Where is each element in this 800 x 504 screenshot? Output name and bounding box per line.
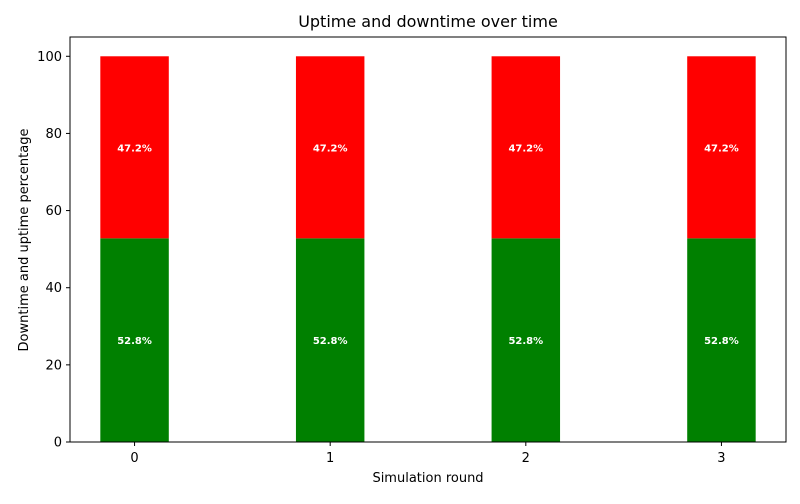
y-tick-label-5: 100 bbox=[37, 50, 62, 65]
y-tick-label-1: 20 bbox=[45, 358, 62, 373]
data-label-series-0-cat-2: 52.8% bbox=[508, 336, 543, 347]
x-tick-label-1: 1 bbox=[326, 451, 334, 466]
bar-series-0-cat-2 bbox=[491, 238, 561, 442]
data-label-series-1-cat-1: 47.2% bbox=[313, 143, 348, 154]
chart-title: Uptime and downtime over time bbox=[298, 12, 558, 31]
y-tick-label-4: 80 bbox=[45, 127, 62, 142]
x-tick-label-0: 0 bbox=[130, 451, 138, 466]
plot-frame bbox=[69, 36, 787, 443]
x-axis-label: Simulation round bbox=[372, 471, 483, 486]
bar-series-0-cat-3 bbox=[687, 238, 756, 442]
y-tick-label-3: 60 bbox=[45, 204, 62, 219]
y-tick-label-2: 40 bbox=[45, 281, 62, 296]
data-label-series-0-cat-0: 52.8% bbox=[117, 336, 152, 347]
data-label-series-0-cat-3: 52.8% bbox=[704, 336, 739, 347]
y-axis-label: Downtime and uptime percentage bbox=[17, 129, 32, 352]
bar-series-0-cat-1 bbox=[295, 238, 365, 442]
bar-series-1-cat-2 bbox=[491, 56, 561, 239]
plot-area: 52.8% 47.2% 52.8% 47.2% 52.8% 47.2% 52.8% 47.2%… bbox=[37, 36, 787, 466]
data-label-series-0-cat-1: 52.8% bbox=[313, 336, 348, 347]
data-label-series-1-cat-3: 47.2% bbox=[704, 143, 739, 154]
bar-series-0-cat-0 bbox=[100, 238, 169, 442]
bar-series-1-cat-1 bbox=[295, 56, 365, 239]
data-label-series-1-cat-0: 47.2% bbox=[117, 143, 152, 154]
data-label-series-1-cat-2: 47.2% bbox=[508, 143, 543, 154]
bar-series-1-cat-0 bbox=[100, 56, 169, 239]
bar-series-1-cat-3 bbox=[687, 56, 756, 239]
y-tick-label-0: 0 bbox=[54, 436, 62, 451]
x-tick-label-2: 2 bbox=[522, 451, 530, 466]
x-tick-label-3: 3 bbox=[717, 451, 725, 466]
